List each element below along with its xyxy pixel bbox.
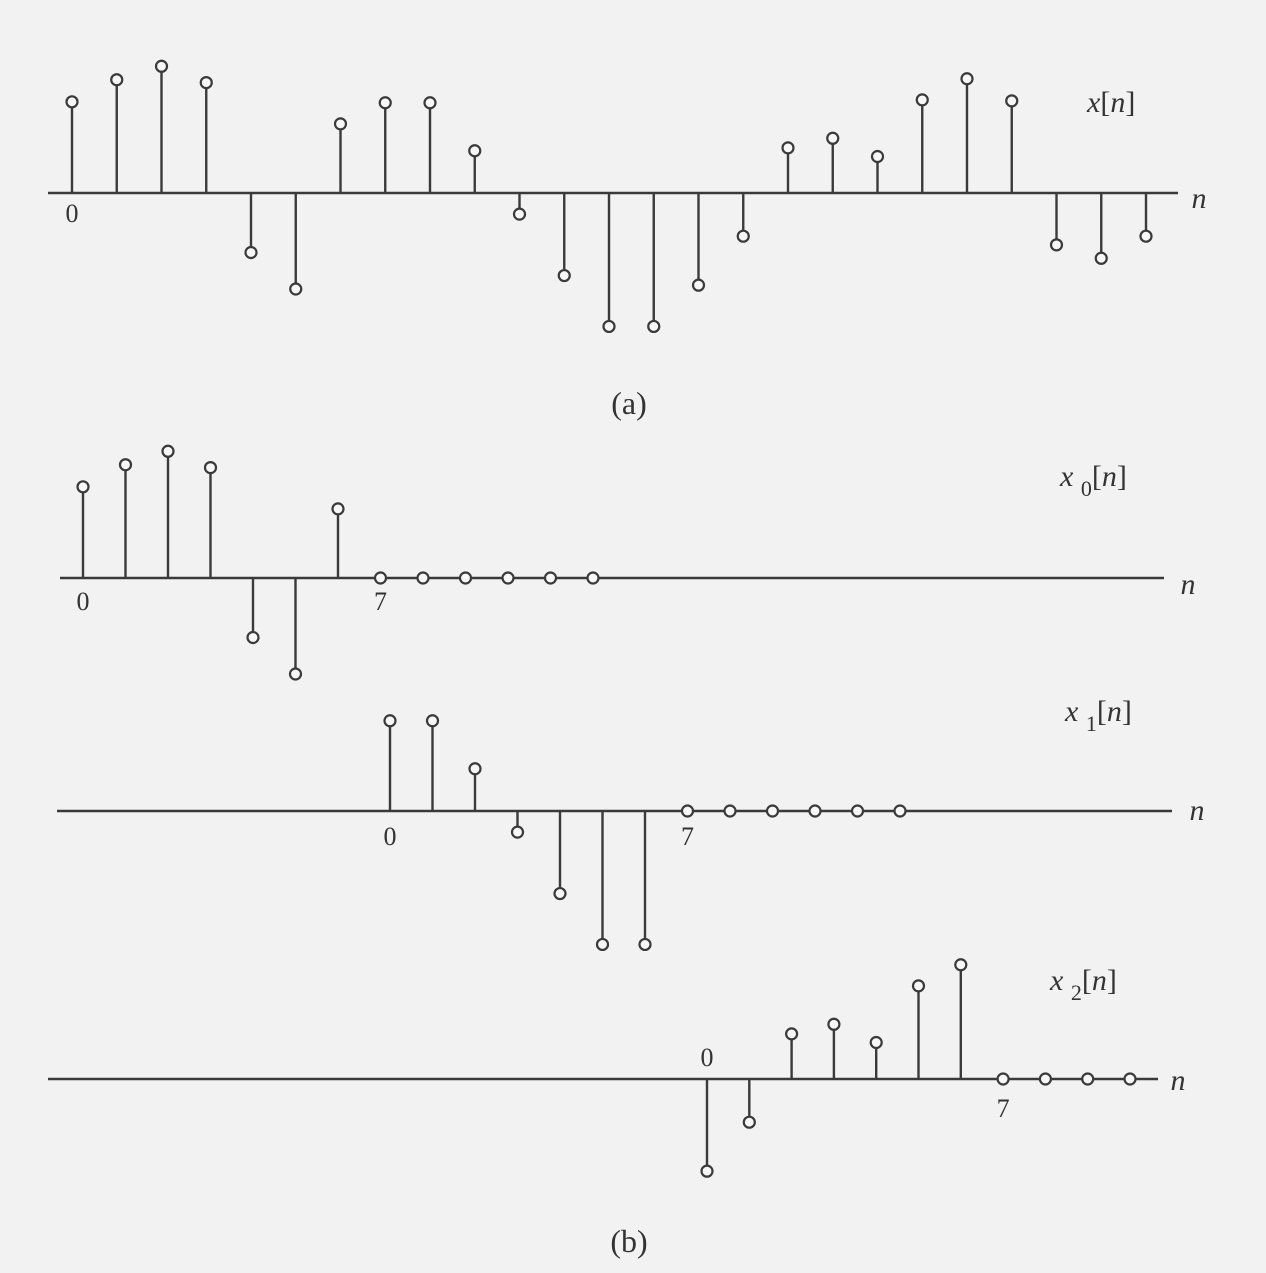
stem-marker xyxy=(828,1019,839,1030)
stem-marker xyxy=(248,632,259,643)
stem-marker xyxy=(375,573,386,584)
plot-title: x[n] xyxy=(1086,86,1135,119)
stem-marker xyxy=(810,806,821,817)
stem-marker xyxy=(1125,1074,1136,1085)
stem-marker xyxy=(852,806,863,817)
stem-marker xyxy=(1082,1074,1093,1085)
stem-marker xyxy=(872,151,883,162)
stem-marker xyxy=(1141,231,1152,242)
stem-marker xyxy=(205,462,216,473)
x-tick-label: 7 xyxy=(997,1094,1010,1123)
stem-marker xyxy=(783,142,794,153)
stem-marker xyxy=(512,827,523,838)
stem-marker xyxy=(962,73,973,84)
stem-plot-2: 0 7 n x 1[n] xyxy=(57,695,1205,950)
stem-marker xyxy=(1006,95,1017,106)
stem-marker xyxy=(827,133,838,144)
stem-marker xyxy=(725,806,736,817)
stem-marker xyxy=(111,74,122,85)
x-tick-label: 0 xyxy=(701,1043,714,1072)
stem-marker xyxy=(559,270,570,281)
stem-marker xyxy=(998,1074,1009,1085)
stem-marker xyxy=(545,573,556,584)
stem-marker xyxy=(290,284,301,295)
plot-title: x 2[n] xyxy=(1049,964,1117,1005)
stem-marker xyxy=(120,459,131,470)
stem-marker xyxy=(335,118,346,129)
stem-marker xyxy=(744,1117,755,1128)
stem-marker xyxy=(786,1028,797,1039)
x-axis-label: n xyxy=(1181,568,1196,601)
x-axis-label: n xyxy=(1192,182,1207,215)
stem-marker xyxy=(767,806,778,817)
x-tick-label: 7 xyxy=(681,822,694,851)
x-axis-label: n xyxy=(1190,794,1205,827)
stem-marker xyxy=(738,231,749,242)
stem-marker xyxy=(702,1166,713,1177)
stem-marker xyxy=(333,503,344,514)
stem-marker xyxy=(895,806,906,817)
stem-marker xyxy=(917,94,928,105)
x-tick-label: 0 xyxy=(77,587,90,616)
stem-marker xyxy=(290,669,301,680)
stem-plot-0: 0 n x[n] xyxy=(48,61,1207,332)
stem-marker xyxy=(425,97,436,108)
x-tick-label: 0 xyxy=(384,822,397,851)
stem-marker xyxy=(418,573,429,584)
stem-marker xyxy=(514,209,525,220)
stem-marker xyxy=(156,61,167,72)
stem-plot-3: 0 7 n x 2[n] xyxy=(48,959,1186,1176)
stem-marker xyxy=(597,939,608,950)
stem-marker xyxy=(380,97,391,108)
stem-marker xyxy=(470,763,481,774)
stem-marker xyxy=(460,573,471,584)
stem-marker xyxy=(871,1037,882,1048)
stem-marker xyxy=(588,573,599,584)
stem-marker xyxy=(555,888,566,899)
stem-marker xyxy=(385,715,396,726)
x-axis-label: n xyxy=(1171,1064,1186,1097)
stem-marker xyxy=(201,77,212,88)
stem-marker xyxy=(469,145,480,156)
stem-plots: 0 n x[n] 0 7 n x 0[n] 0 7 n x 1[n] 0 7 n x 2[n] xyxy=(48,61,1207,1177)
plot-title: x 0[n] xyxy=(1059,460,1127,501)
stem-marker xyxy=(913,980,924,991)
stem-marker xyxy=(1096,253,1107,264)
plot-title: x 1[n] xyxy=(1064,695,1132,736)
stem-marker xyxy=(67,96,78,107)
x-tick-label: 7 xyxy=(374,587,387,616)
stem-marker xyxy=(604,321,615,332)
x-tick-label: 0 xyxy=(66,199,79,228)
stem-marker xyxy=(163,446,174,457)
stem-marker xyxy=(682,806,693,817)
stem-plot-1: 0 7 n x 0[n] xyxy=(60,446,1196,680)
caption-a: (a) xyxy=(611,385,647,421)
stem-marker xyxy=(640,939,651,950)
stem-marker xyxy=(246,247,257,258)
stem-marker xyxy=(78,481,89,492)
stem-marker xyxy=(427,715,438,726)
stem-marker xyxy=(1040,1074,1051,1085)
stem-marker xyxy=(1051,239,1062,250)
caption-b: (b) xyxy=(610,1223,647,1259)
stem-marker xyxy=(503,573,514,584)
stem-marker xyxy=(648,321,659,332)
stem-marker xyxy=(693,280,704,291)
stem-marker xyxy=(955,959,966,970)
